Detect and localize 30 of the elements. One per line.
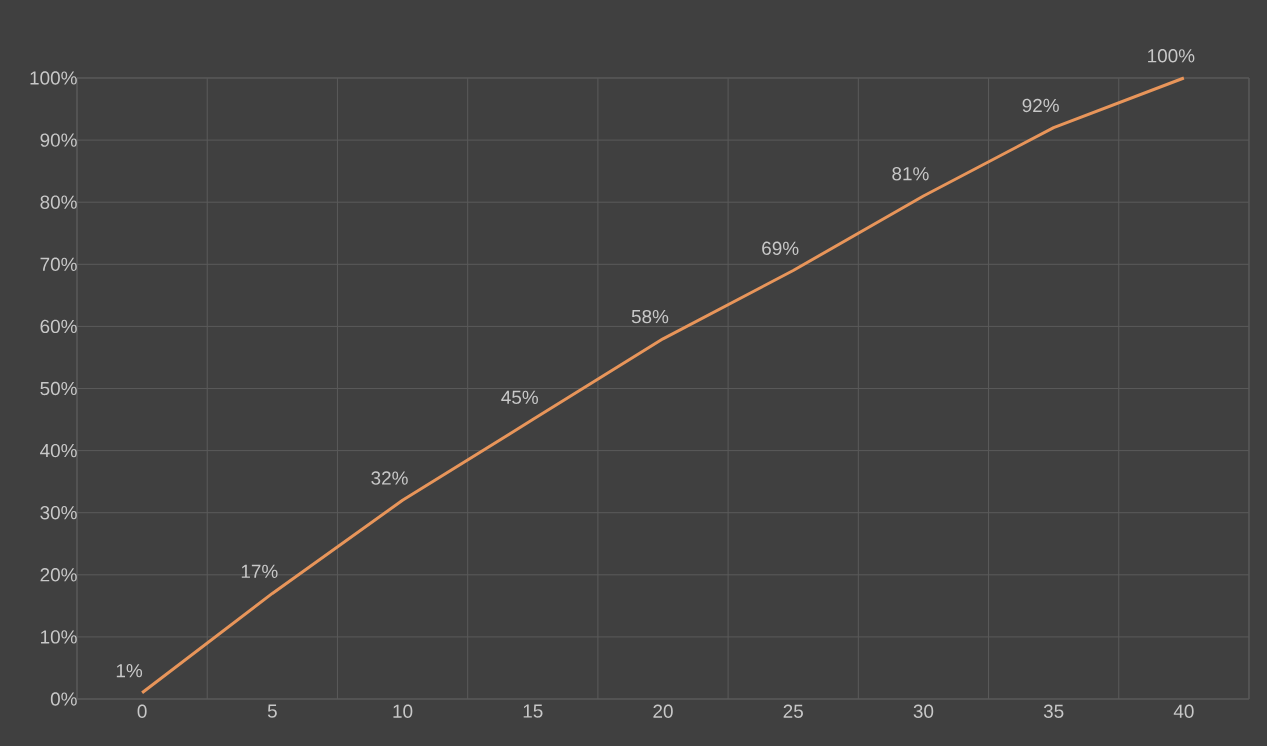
y-tick-label: 10% bbox=[41, 630, 77, 644]
x-tick-label: 5 bbox=[267, 704, 277, 718]
data-label: 1% bbox=[116, 664, 143, 678]
x-tick-label: 15 bbox=[523, 704, 543, 718]
x-tick-label: 25 bbox=[783, 704, 803, 718]
data-label: 58% bbox=[631, 309, 669, 324]
y-tick-label: 80% bbox=[40, 195, 77, 209]
y-tick-label: 40% bbox=[40, 443, 77, 458]
data-label: 32% bbox=[371, 471, 408, 485]
x-tick-label: 35 bbox=[1043, 704, 1064, 718]
line-series bbox=[140, 76, 1186, 695]
y-tick-label: 0% bbox=[50, 692, 77, 706]
y-tick-label: 30% bbox=[40, 506, 77, 520]
x-tick-label: 30 bbox=[913, 704, 934, 718]
data-label: 45% bbox=[501, 390, 539, 405]
y-tick-label: 70% bbox=[40, 257, 77, 271]
y-tick-label: 50% bbox=[40, 381, 77, 396]
y-tick-label: 90% bbox=[40, 133, 77, 147]
data-label: 81% bbox=[892, 167, 929, 181]
data-label: 92% bbox=[1022, 98, 1059, 113]
data-label: 69% bbox=[762, 241, 799, 255]
y-tick-label: 100% bbox=[30, 71, 77, 85]
x-tick-label: 10 bbox=[393, 704, 413, 718]
y-tick-label: 60% bbox=[40, 319, 77, 334]
data-label: 17% bbox=[241, 564, 278, 578]
data-label: 100% bbox=[1148, 49, 1195, 63]
x-tick-label: 20 bbox=[653, 704, 673, 718]
x-tick-label: 40 bbox=[1173, 704, 1194, 718]
x-tick-label: 0 bbox=[137, 704, 147, 718]
y-tick-label: 20% bbox=[40, 568, 77, 582]
